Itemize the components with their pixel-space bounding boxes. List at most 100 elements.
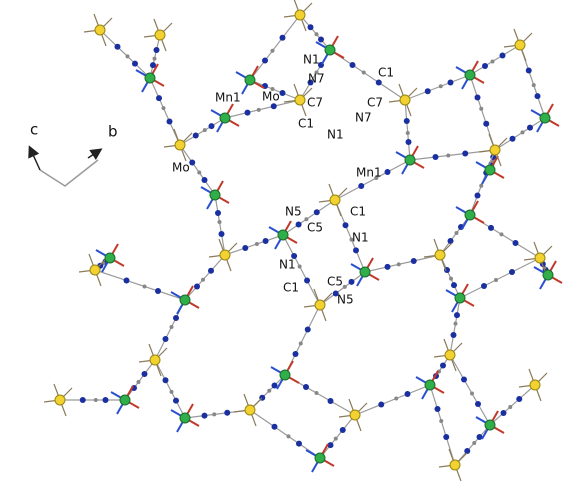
bridge-atom — [313, 209, 320, 216]
bridge-atom — [271, 423, 278, 430]
bridge-atom — [169, 389, 174, 394]
mn-atom — [179, 294, 191, 306]
bridge-atom — [446, 153, 451, 158]
mo-atom — [294, 94, 306, 106]
mo-atom — [489, 144, 501, 156]
bond — [282, 234, 321, 306]
bridge-atom — [93, 398, 98, 402]
bond — [124, 359, 156, 401]
bridge-atom — [424, 88, 431, 95]
bridge-atom — [296, 440, 302, 447]
bridge-atom — [462, 150, 469, 157]
bridge-atom — [333, 436, 338, 441]
bond — [99, 29, 151, 79]
axis-label: c — [30, 121, 38, 139]
bridge-atom — [208, 123, 215, 130]
bridge-atom — [361, 70, 366, 75]
bridge-atom — [520, 130, 525, 135]
bond — [319, 414, 356, 459]
mo-atom — [174, 139, 186, 151]
bridge-atom — [153, 47, 160, 54]
atom-label: Mo — [172, 161, 190, 175]
bridge-atom — [304, 326, 311, 333]
bridge-atom — [358, 183, 365, 189]
bridge-atom — [438, 84, 443, 89]
bridge-atom — [499, 52, 506, 59]
bond — [404, 74, 471, 101]
mo-atom — [294, 9, 306, 21]
bridge-atom — [201, 277, 205, 282]
mo-atom — [54, 394, 66, 406]
atom-label: C1 — [283, 281, 299, 295]
atom-label: N5 — [337, 293, 354, 307]
bridge-atom — [173, 315, 179, 321]
bridge-atom — [270, 87, 275, 91]
bridge-atom — [461, 376, 467, 383]
mn-atom — [484, 164, 496, 176]
bond — [469, 44, 521, 76]
bond — [249, 14, 301, 81]
bridge-atom — [169, 325, 174, 329]
bridge-atom — [189, 159, 196, 166]
bridge-atom — [314, 70, 319, 75]
bridge-atom — [114, 43, 121, 50]
bridge-atom — [464, 448, 471, 454]
bridge-atom — [150, 62, 156, 69]
mo-atom — [534, 252, 546, 264]
bridge-atom — [481, 283, 487, 289]
bridge-atom — [314, 391, 319, 395]
mo-atom — [449, 459, 461, 471]
bridge-atom — [262, 238, 269, 244]
atom-label: N1 — [303, 53, 320, 67]
bond — [354, 384, 431, 416]
mn-atom — [314, 452, 326, 464]
bridge-atom — [152, 56, 157, 61]
mo-atom — [349, 409, 361, 421]
mo-atom — [89, 264, 101, 276]
bridge-atom — [449, 276, 453, 281]
mo-atom — [149, 354, 161, 366]
bridge-atom — [443, 434, 450, 440]
axis-c-arrow — [28, 145, 41, 171]
bridge-atom — [384, 169, 391, 175]
mn-atom — [179, 412, 191, 424]
bridge-atom — [136, 380, 141, 384]
bridge-atom — [279, 34, 286, 41]
bridge-atom — [483, 120, 490, 127]
axis-indicator: c b — [28, 121, 118, 187]
bridge-atom — [378, 401, 385, 408]
bridge-atom — [472, 441, 477, 445]
bridge-atom — [212, 412, 217, 417]
bridge-atom — [405, 131, 410, 135]
bridge-atom — [342, 222, 349, 229]
bond — [404, 99, 411, 161]
bridge-atom — [531, 83, 536, 88]
mn-atom — [464, 69, 476, 81]
mo-atom — [154, 29, 166, 41]
atom-label: Mn1 — [215, 91, 241, 105]
bridge-atom — [244, 109, 251, 116]
bonds — [43, 0, 563, 482]
bridge-atom — [102, 397, 109, 403]
axis-b-arrow — [87, 148, 103, 160]
bridge-atom — [479, 183, 484, 188]
bridge-atom — [339, 427, 346, 434]
axis-base — [39, 159, 99, 187]
bridge-atom — [384, 263, 391, 270]
bridge-atom — [155, 288, 161, 294]
bridge-atom — [286, 434, 291, 439]
bridge-atom — [453, 321, 458, 326]
atom-label: N1 — [327, 128, 344, 142]
bridge-atom — [512, 239, 519, 246]
bridge-atom — [166, 118, 173, 125]
bridge-atom — [161, 106, 166, 111]
bond — [224, 234, 284, 256]
bridge-atom — [403, 118, 410, 124]
bridge-atom — [217, 220, 222, 224]
bridge-atom — [194, 283, 200, 290]
bridge-atom — [292, 351, 299, 357]
bridge-atom — [132, 60, 138, 67]
bridge-atom — [298, 341, 303, 346]
bridge-atom — [509, 269, 515, 275]
bridge-atom — [242, 245, 249, 251]
